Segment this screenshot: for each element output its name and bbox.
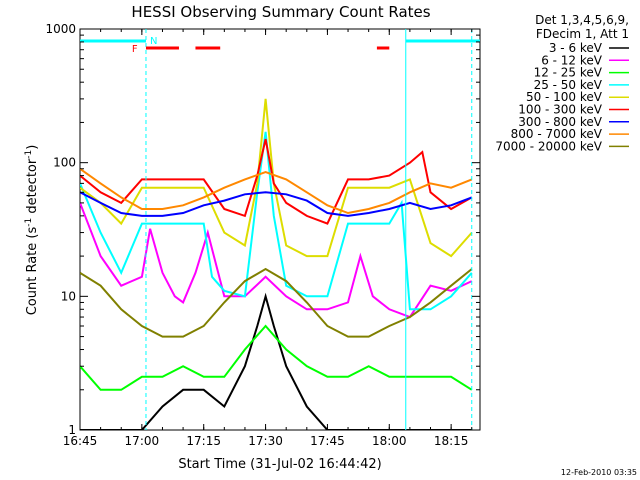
markers-layer (145, 29, 473, 430)
legend-item-label: 25 - 50 keV (534, 78, 603, 92)
series-line (80, 191, 473, 217)
x-tick-label: 18:00 (372, 434, 407, 448)
x-tick-label: 17:00 (125, 434, 160, 448)
footer-timestamp: 12-Feb-2010 03:35 (561, 468, 637, 477)
attenuator-bars: FN (80, 36, 480, 55)
x-tick-label: 17:45 (310, 434, 345, 448)
y-tick-label: 1 (68, 423, 76, 437)
legend-item-label: 6 - 12 keV (541, 53, 603, 67)
series-layer (80, 98, 473, 430)
legend-item-label: 800 - 7000 keV (511, 127, 603, 141)
legend-header: FDecim 1, Att 1 (536, 27, 629, 41)
x-tick-label: 17:15 (186, 434, 221, 448)
y-axis-label-sup: -1 (24, 150, 34, 159)
x-axis-label: Start Time (31-Jul-02 16:44:42) (178, 457, 381, 472)
y-axis-label-part: detector (25, 158, 40, 218)
legend: Det 1,3,4,5,6,9, FDecim 1, Att 1 3 - 6 k… (495, 13, 629, 153)
annotation: F (132, 44, 138, 55)
series-line (80, 292, 472, 430)
series-line (80, 138, 473, 225)
legend-item-label: 50 - 100 keV (526, 90, 603, 104)
annotation: N (150, 36, 157, 47)
legend-item-label: 12 - 25 keV (534, 66, 603, 80)
y-axis-label-sup: -1 (24, 218, 34, 227)
y-tick-label: 1000 (45, 22, 76, 36)
series-line (80, 98, 473, 258)
y-tick-label: 100 (53, 156, 76, 170)
x-tick-label: 16:45 (63, 434, 98, 448)
series-line (80, 167, 473, 215)
series-line (80, 267, 473, 338)
series-line (80, 131, 473, 311)
series-line (80, 324, 473, 391)
y-axis-label-part: ) (25, 145, 40, 150)
legend-item-label: 7000 - 20000 keV (495, 139, 602, 153)
legend-item-label: 3 - 6 keV (549, 41, 603, 55)
plot-frame (79, 28, 481, 431)
legend-item-label: 100 - 300 keV (518, 103, 602, 117)
legend-item-label: 300 - 800 keV (518, 115, 602, 129)
x-axis: 16:45 17:00 17:15 17:30 17:45 18:00 18:15 (63, 29, 473, 448)
y-axis: 1 10 100 1000 (45, 22, 480, 437)
x-tick-label: 18:15 (434, 434, 469, 448)
legend-header: Det 1,3,4,5,6,9, (535, 13, 629, 27)
y-tick-label: 10 (61, 289, 76, 303)
series-line (80, 202, 473, 319)
chart-title: HESSI Observing Summary Count Rates (131, 3, 430, 21)
x-tick-label: 17:30 (248, 434, 283, 448)
y-axis-label: Count Rate (s-1 detector-1) (24, 145, 40, 316)
y-axis-label-part: Count Rate (s (25, 227, 40, 316)
